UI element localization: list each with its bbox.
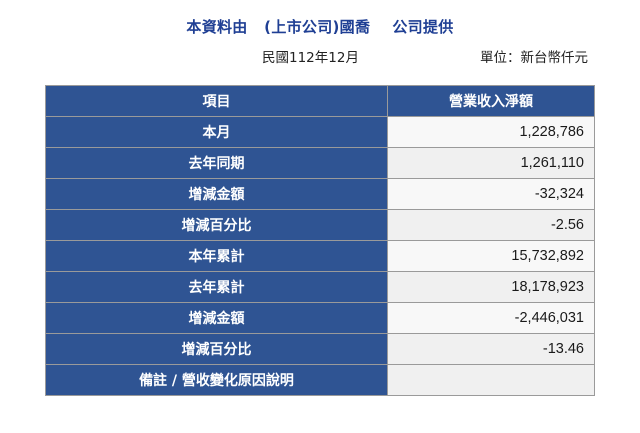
row-label-same-month-last-year: 去年同期 — [45, 147, 388, 179]
value-ytd-change-amount: -2,446,031 — [387, 302, 595, 334]
table-row: 去年同期 1,261,110 — [45, 147, 595, 179]
report-period: 民國112年12月 — [262, 50, 359, 66]
report-title: 本資料由 (上市公司)國喬 公司提供 — [186, 18, 454, 36]
column-header-item: 項目 — [45, 85, 388, 117]
table-row: 本月 1,228,786 — [45, 116, 595, 148]
value-monthly-change-percent: -2.56 — [387, 209, 595, 241]
value-monthly-change-amount: -32,324 — [387, 178, 595, 210]
table-row: 本年累計 15,732,892 — [45, 240, 595, 272]
table-header-row: 項目 營業收入淨額 — [45, 85, 595, 117]
value-this-month: 1,228,786 — [387, 116, 595, 148]
row-label-ytd-change-percent: 增減百分比 — [45, 333, 388, 365]
table-row: 增減百分比 -2.56 — [45, 209, 595, 241]
table-row: 去年累計 18,178,923 — [45, 271, 595, 303]
table-row: 增減百分比 -13.46 — [45, 333, 595, 365]
revenue-table: 項目 營業收入淨額 本月 1,228,786 去年同期 1,261,110 增減… — [45, 85, 595, 396]
value-remarks — [387, 364, 595, 396]
table-row: 增減金額 -2,446,031 — [45, 302, 595, 334]
currency-unit: 單位：新台幣仟元 — [480, 50, 588, 66]
row-label-remarks: 備註 / 營收變化原因說明 — [45, 364, 388, 396]
row-label-this-month: 本月 — [45, 116, 388, 148]
value-ytd: 15,732,892 — [387, 240, 595, 272]
row-label-monthly-change-amount: 增減金額 — [45, 178, 388, 210]
value-same-month-last-year: 1,261,110 — [387, 147, 595, 179]
table-row: 備註 / 營收變化原因說明 — [45, 364, 595, 396]
row-label-last-year-ytd: 去年累計 — [45, 271, 388, 303]
table-row: 增減金額 -32,324 — [45, 178, 595, 210]
row-label-ytd: 本年累計 — [45, 240, 388, 272]
row-label-ytd-change-amount: 增減金額 — [45, 302, 388, 334]
column-header-net-revenue: 營業收入淨額 — [387, 85, 595, 117]
row-label-monthly-change-percent: 增減百分比 — [45, 209, 388, 241]
value-last-year-ytd: 18,178,923 — [387, 271, 595, 303]
value-ytd-change-percent: -13.46 — [387, 333, 595, 365]
